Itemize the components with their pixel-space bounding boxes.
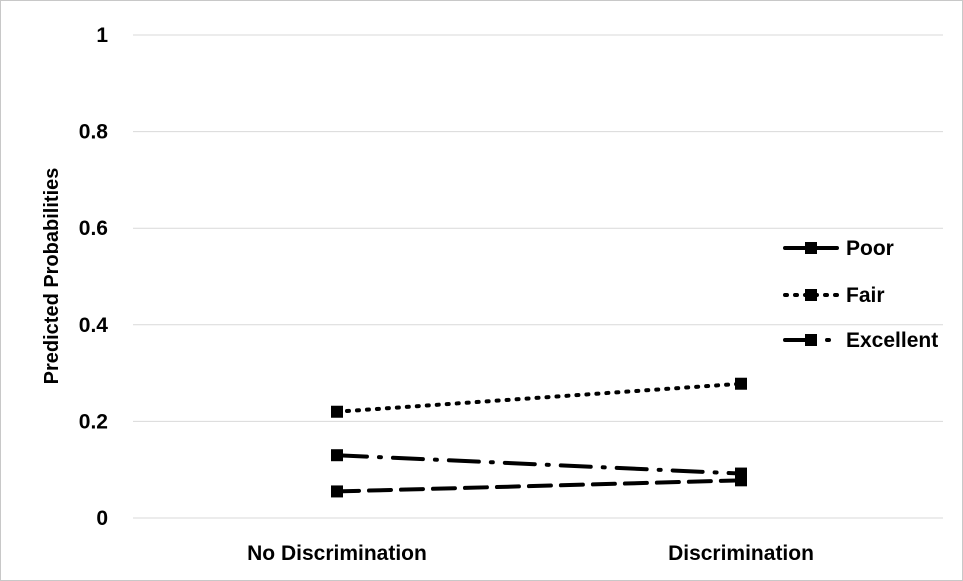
y-tick-label: 0 <box>96 507 108 530</box>
data-point-marker <box>331 449 343 462</box>
legend-marker <box>805 334 817 346</box>
x-category-label: No Discrimination <box>247 542 427 565</box>
legend-label: Fair <box>846 284 885 307</box>
legend-marker <box>805 242 817 254</box>
series-fair <box>331 377 747 418</box>
series-excellent <box>331 449 747 480</box>
y-tick-label: 0.8 <box>79 121 109 144</box>
legend: Poor Fair Excellent <box>783 237 938 352</box>
data-point-marker <box>331 405 343 418</box>
x-category-labels: No Discrimination Discrimination <box>247 542 814 565</box>
y-tick-label: 0.2 <box>79 410 108 433</box>
legend-item-fair: Fair <box>783 284 885 307</box>
y-tick-label: 1 <box>96 24 108 47</box>
legend-item-poor: Poor <box>783 237 894 260</box>
legend-marker <box>805 289 817 301</box>
series-line <box>335 381 743 414</box>
legend-label: Excellent <box>846 329 938 352</box>
y-tick-label: 0.4 <box>79 314 109 337</box>
data-point-marker <box>331 485 343 498</box>
data-point-marker <box>735 467 747 480</box>
data-point-marker <box>735 377 747 390</box>
series-poor <box>331 474 747 498</box>
series-line <box>335 478 743 494</box>
legend-item-excellent: Excellent <box>783 329 938 352</box>
gridlines <box>133 34 943 519</box>
y-tick-label: 0.6 <box>79 217 108 240</box>
x-category-label: Discrimination <box>668 542 814 565</box>
legend-label: Poor <box>846 237 894 260</box>
y-axis-label: Predicted Probabilities <box>41 168 63 385</box>
series-line <box>335 453 743 476</box>
series-group <box>331 377 747 498</box>
y-tick-labels: 0 0.2 0.4 0.6 0.8 1 <box>79 24 109 530</box>
